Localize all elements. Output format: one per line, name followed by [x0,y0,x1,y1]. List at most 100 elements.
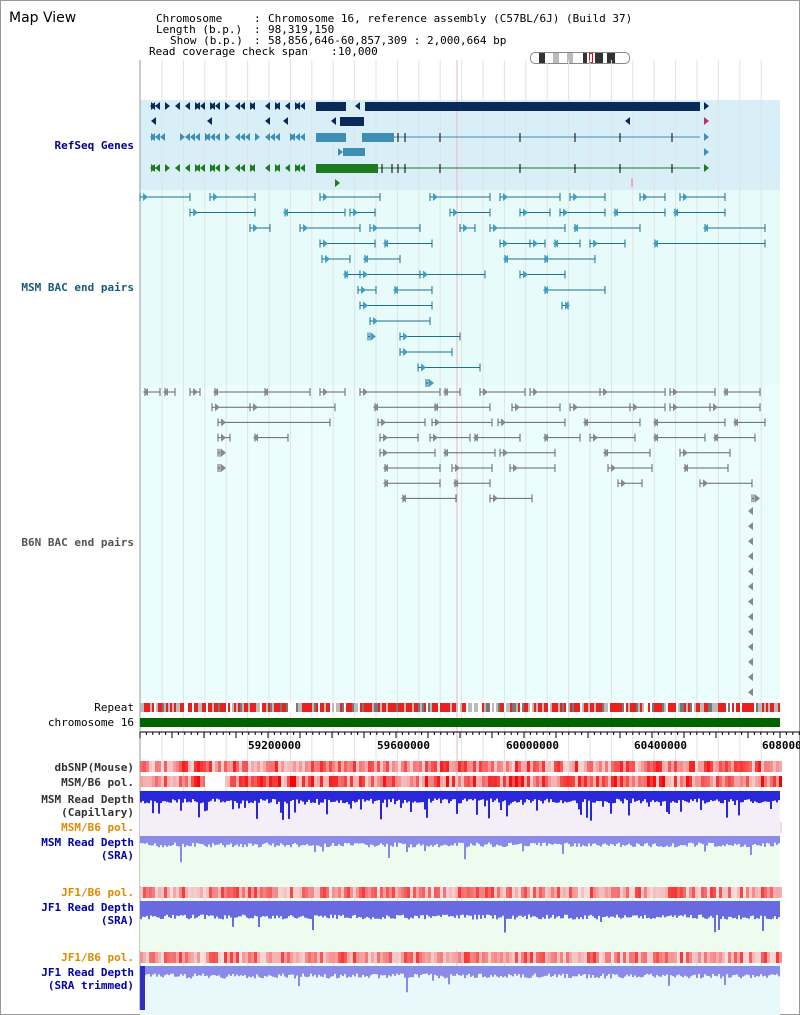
depth-bar [622,836,624,845]
heat-cell [296,776,299,787]
repeat-block [192,703,194,712]
strand-arrow [455,464,460,472]
repeat-block [190,703,192,712]
gene-arrow [285,102,290,110]
depth-bar [580,791,582,815]
heat-cell [614,952,617,963]
track-label-msm-depth-sra-2: (SRA) [100,849,134,862]
gene-arrow [250,164,255,172]
track-label-msm-bac[interactable]: MSM BAC end pairs [21,281,134,294]
depth-bar [456,966,458,974]
depth-bar [574,901,576,920]
depth-bar [458,791,460,804]
heat-cell [377,887,380,898]
depth-bar [326,901,328,918]
heat-cell [752,887,755,898]
gene-arrow [185,102,190,110]
depth-bar [366,836,368,846]
depth-bar [326,836,328,847]
depth-bar [482,901,484,916]
heat-cell [464,761,467,772]
depth-bar [738,901,740,916]
heat-cell [347,761,350,772]
heat-cell [434,887,437,898]
heat-cell [413,776,416,787]
chromosome-ideogram[interactable] [530,52,630,64]
depth-bar [544,791,546,801]
depth-bar [676,966,678,976]
depth-bar [540,791,542,802]
depth-bar [234,836,236,846]
heat-cell [593,761,596,772]
repeat-block [546,703,548,712]
heat-cell [683,887,686,898]
heat-cell [302,776,305,787]
heat-cell [488,776,491,787]
gene-arrow [200,102,205,110]
depth-bar [522,791,524,805]
depth-bar [294,901,296,918]
track-label-b6n-bac[interactable]: B6N BAC end pairs [21,536,134,549]
depth-bar [590,966,592,978]
depth-bar [716,836,718,847]
depth-bar [290,836,292,848]
depth-bar [204,966,206,976]
gene-arrow [215,102,220,110]
strand-arrow [383,479,388,488]
depth-bar [700,791,702,810]
depth-bar [664,791,666,802]
repeat-block [596,703,598,712]
heat-cell [449,952,452,963]
repeat-block [708,703,710,712]
depth-bar [560,836,562,845]
strand-arrow [401,494,406,503]
depth-bar [744,966,746,976]
heat-cell [173,761,176,772]
heat-cell [587,761,590,772]
depth-bar [456,791,458,814]
heat-cell [566,776,569,787]
depth-bar [562,791,564,804]
depth-bar [512,836,514,846]
gene-arrow [270,133,275,141]
gene-arrow [185,164,190,172]
heat-cell [563,952,566,963]
depth-bar [380,966,382,976]
depth-bar [358,791,360,800]
gene-arrow [175,164,180,172]
depth-bar [674,836,676,848]
heat-cell [209,887,212,898]
depth-bar [318,966,320,975]
depth-bar [438,836,440,848]
heat-cell [428,776,431,787]
repeat-block [594,703,596,712]
heat-cell [419,776,422,787]
heat-cell [779,952,782,963]
depth-bar [358,901,360,917]
heat-cell [725,761,728,772]
depth-bar [210,966,212,976]
heat-cell [278,952,281,963]
depth-bar [686,836,688,847]
depth-bar [598,791,600,802]
repeat-block [648,703,650,712]
depth-bar [700,836,702,844]
heat-cell [248,776,251,787]
strand-arrow [533,239,538,248]
heat-cell [449,776,452,787]
depth-bar [674,791,676,803]
repeat-block [692,703,694,712]
repeat-block [662,703,664,712]
heat-cell [740,952,743,963]
depth-bar [494,836,496,847]
heat-cell [626,952,629,963]
depth-bar [276,836,278,846]
track-label-refseq[interactable]: RefSeq Genes [54,139,134,152]
heat-cell [662,952,665,963]
heat-cell [638,887,641,898]
depth-bar [288,966,290,975]
depth-bar [240,966,242,976]
heat-cell [422,952,425,963]
repeat-block [760,703,762,712]
